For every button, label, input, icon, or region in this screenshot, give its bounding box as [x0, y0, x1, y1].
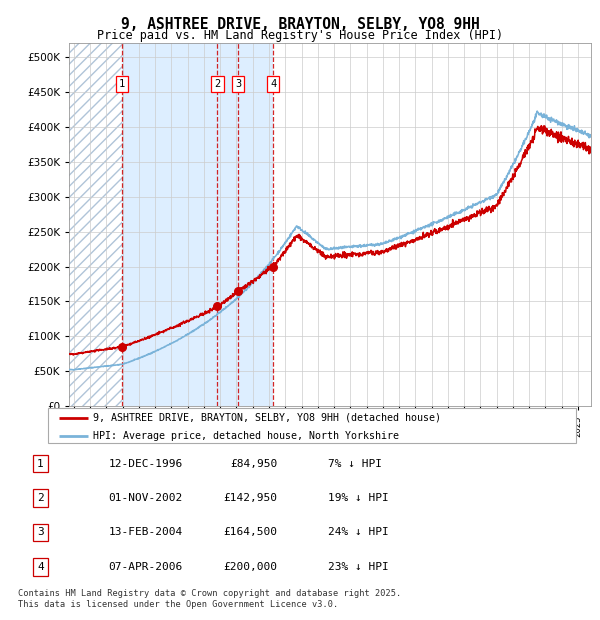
Text: 1: 1 [119, 79, 125, 89]
Text: 9, ASHTREE DRIVE, BRAYTON, SELBY, YO8 9HH (detached house): 9, ASHTREE DRIVE, BRAYTON, SELBY, YO8 9H… [93, 413, 441, 423]
Bar [69, 43, 122, 406]
Text: 4: 4 [37, 562, 44, 572]
Text: 2: 2 [37, 493, 44, 503]
Text: 19% ↓ HPI: 19% ↓ HPI [328, 493, 389, 503]
Text: 12-DEC-1996: 12-DEC-1996 [108, 459, 182, 469]
Text: 24% ↓ HPI: 24% ↓ HPI [328, 528, 389, 538]
Text: This data is licensed under the Open Government Licence v3.0.: This data is licensed under the Open Gov… [18, 600, 338, 609]
Text: 2: 2 [214, 79, 221, 89]
Text: Contains HM Land Registry data © Crown copyright and database right 2025.: Contains HM Land Registry data © Crown c… [18, 588, 401, 598]
Text: 13-FEB-2004: 13-FEB-2004 [108, 528, 182, 538]
Bar [122, 43, 274, 406]
Text: 3: 3 [235, 79, 242, 89]
Text: HPI: Average price, detached house, North Yorkshire: HPI: Average price, detached house, Nort… [93, 430, 399, 441]
FancyBboxPatch shape [48, 408, 576, 443]
Text: 1: 1 [37, 459, 44, 469]
Text: 01-NOV-2002: 01-NOV-2002 [108, 493, 182, 503]
Text: £200,000: £200,000 [223, 562, 277, 572]
Text: £84,950: £84,950 [230, 459, 277, 469]
Text: £164,500: £164,500 [223, 528, 277, 538]
Text: 3: 3 [37, 528, 44, 538]
Text: 4: 4 [270, 79, 277, 89]
Text: 9, ASHTREE DRIVE, BRAYTON, SELBY, YO8 9HH: 9, ASHTREE DRIVE, BRAYTON, SELBY, YO8 9H… [121, 17, 479, 32]
Text: Price paid vs. HM Land Registry's House Price Index (HPI): Price paid vs. HM Land Registry's House … [97, 29, 503, 42]
Text: 7% ↓ HPI: 7% ↓ HPI [328, 459, 382, 469]
Text: £142,950: £142,950 [223, 493, 277, 503]
Text: 23% ↓ HPI: 23% ↓ HPI [328, 562, 389, 572]
Text: 07-APR-2006: 07-APR-2006 [108, 562, 182, 572]
